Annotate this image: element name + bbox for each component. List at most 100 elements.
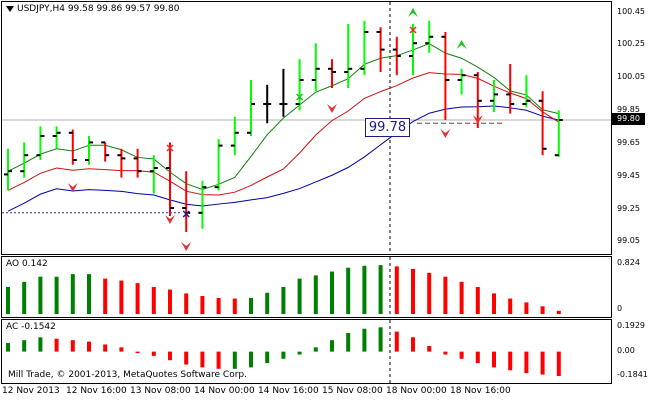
ohlc-bar xyxy=(68,129,77,165)
ao-bar xyxy=(411,268,415,314)
ac-bar xyxy=(232,351,237,369)
ao-bar xyxy=(87,274,91,314)
ac-bar xyxy=(362,328,367,352)
ma-fast-line xyxy=(7,42,559,190)
ac-axis: 0.1929 0.00 -0.1841 xyxy=(612,319,650,384)
ac-bar xyxy=(22,340,27,352)
ac-bar xyxy=(524,351,529,374)
ao-bar xyxy=(475,286,480,314)
ac-bar xyxy=(200,351,205,368)
ao-bar xyxy=(346,267,351,314)
ao-bar xyxy=(54,276,59,314)
dropdown-triangle-icon[interactable] xyxy=(6,6,14,12)
price-tick: 99.65 xyxy=(617,138,640,147)
ohlc-bar xyxy=(457,68,466,95)
ao-bar xyxy=(313,275,318,314)
ao-bar xyxy=(443,276,448,314)
fractal-down-arrow-icon xyxy=(181,242,192,251)
ao-bar xyxy=(281,286,286,314)
signal-cross-icon xyxy=(166,144,174,152)
ohlc-bar xyxy=(101,141,110,162)
fractal-down-arrow-icon xyxy=(67,183,78,192)
ac-indicator-pane[interactable]: AC -0.1542 Mill Trade, © 2001-2013, Meta… xyxy=(1,319,612,384)
ac-bar xyxy=(168,351,172,361)
ohlc-bar xyxy=(328,59,336,88)
ac-bar xyxy=(378,327,383,352)
ao-bar xyxy=(151,286,156,314)
ao-bar xyxy=(22,281,27,314)
ohlc-bar xyxy=(166,142,174,216)
ac-bar xyxy=(297,351,302,355)
price-chart-pane[interactable]: USDJPY,H4 99.58 99.86 99.57 99.80 99.78 xyxy=(1,1,612,255)
ac-bar xyxy=(475,351,480,364)
time-tick: 12 Nov 2013 xyxy=(2,386,60,396)
ohlc-bar xyxy=(425,20,434,53)
price-tick: 100.25 xyxy=(617,39,645,48)
time-tick: 13 Nov 08:00 xyxy=(130,386,191,396)
ohlc-bar xyxy=(230,116,239,156)
ao-bar xyxy=(168,289,172,314)
current-price-label: 99.80 xyxy=(612,113,645,125)
ohlc-bar xyxy=(473,72,482,128)
chart-header: USDJPY,H4 99.58 99.86 99.57 99.80 xyxy=(6,4,179,14)
ohlc-bar xyxy=(182,171,191,232)
ac-bar xyxy=(443,351,448,355)
ac-scale-max: 0.1929 xyxy=(617,321,645,330)
time-axis: 12 Nov 2013 12 Nov 16:00 13 Nov 08:00 14… xyxy=(0,383,650,400)
ao-indicator-pane[interactable]: AO 0.142 xyxy=(1,256,612,318)
ac-bar xyxy=(281,351,286,359)
price-axis: 100.45 100.25 100.05 99.85 99.65 99.45 9… xyxy=(612,1,650,255)
ohlc-bar xyxy=(198,180,207,229)
ohlc-bar xyxy=(538,91,547,156)
ao-bar xyxy=(38,276,43,314)
ac-bar xyxy=(459,351,464,359)
ac-bar xyxy=(265,351,270,364)
ac-bar xyxy=(103,344,108,352)
ohlc-bar xyxy=(52,126,61,149)
price-tick: 100.05 xyxy=(617,72,645,81)
ao-bar xyxy=(265,292,270,314)
ao-axis: 0.824 0 xyxy=(612,256,650,318)
ma-slow-line xyxy=(7,105,559,212)
ao-bar xyxy=(200,295,205,314)
ohlc-bar xyxy=(214,139,223,191)
ac-bar xyxy=(556,351,561,376)
ohlc-bar xyxy=(117,148,126,178)
ohlc-bar xyxy=(149,155,158,194)
ohlc-bar xyxy=(344,24,353,88)
ao-scale-min: 0 xyxy=(617,304,623,313)
ao-bar xyxy=(119,280,124,314)
ohlc-bar xyxy=(295,59,304,111)
fractal-down-arrow-icon xyxy=(472,115,483,124)
price-tick: 99.85 xyxy=(617,105,640,114)
fractal-down-arrow-icon xyxy=(327,104,337,113)
price-chart-canvas xyxy=(2,2,611,254)
ac-bar xyxy=(427,345,432,352)
ac-bar xyxy=(119,347,124,352)
ao-bar xyxy=(70,274,75,314)
ac-bar xyxy=(330,340,334,352)
ohlc-bar xyxy=(133,148,142,178)
ao-bar xyxy=(378,265,383,314)
ac-bar xyxy=(184,351,189,365)
ohlc-bar xyxy=(441,32,450,120)
fractal-up-arrow-icon xyxy=(408,8,418,17)
ac-bar xyxy=(70,340,75,352)
ao-bar xyxy=(184,293,189,314)
ao-histogram xyxy=(6,257,561,317)
ao-bar xyxy=(232,298,237,314)
ohlc-bar xyxy=(4,148,12,191)
ao-bar xyxy=(135,283,140,314)
time-tick: 14 Nov 00:00 xyxy=(194,386,255,396)
time-tick: 14 Nov 16:00 xyxy=(258,386,319,396)
ma-mid-line xyxy=(7,72,560,196)
time-tick: 15 Nov 08:00 xyxy=(322,386,383,396)
copyright-text: Mill Trade, © 2001-2013, MetaQuotes Soft… xyxy=(8,370,247,380)
fractal-down-arrow-icon xyxy=(165,215,175,224)
ao-bar xyxy=(540,306,545,314)
ac-bar xyxy=(492,351,496,368)
ac-bar xyxy=(6,343,10,352)
price-tick: 99.05 xyxy=(617,236,640,245)
ac-bar xyxy=(87,341,91,352)
ohlc-bar xyxy=(247,80,255,136)
